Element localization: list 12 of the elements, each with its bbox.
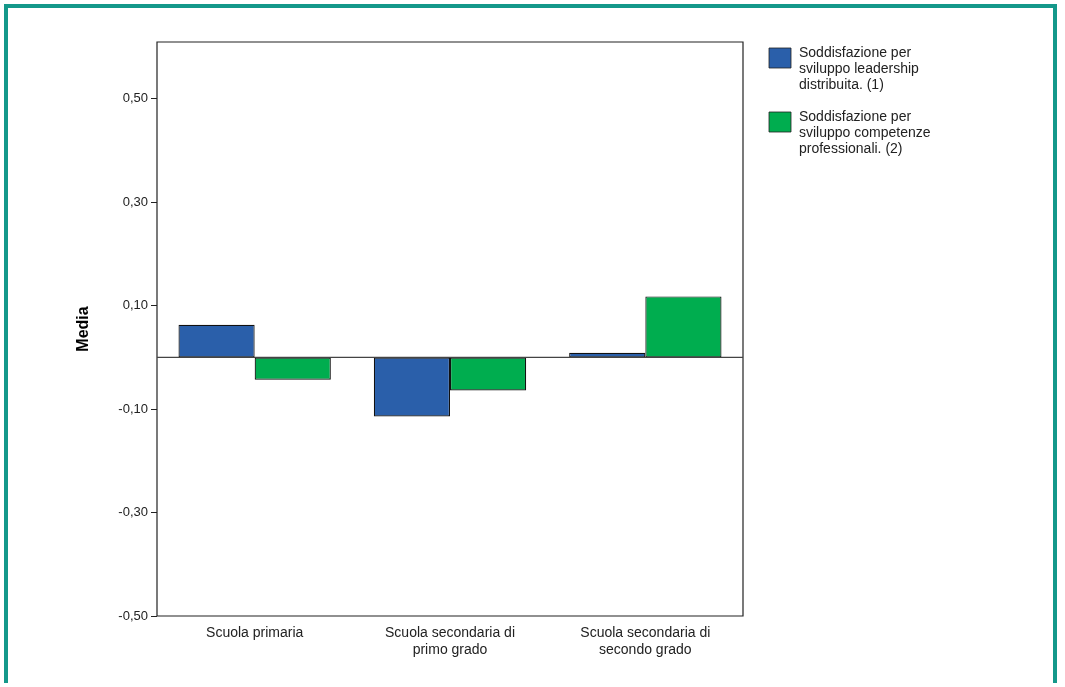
y-tick-label: -0,10 bbox=[118, 400, 148, 416]
legend-label: Soddisfazione per sviluppo leadership distribuita. (1) bbox=[799, 43, 920, 92]
y-tick-label: 0,30 bbox=[122, 193, 148, 209]
x-tick-label: Scuola secondaria di primo grado bbox=[385, 624, 515, 658]
y-tick-label: -0,30 bbox=[118, 504, 148, 520]
y-tick-label: -0,50 bbox=[118, 607, 148, 623]
y-tick-label: 0,10 bbox=[122, 297, 148, 313]
x-tick-label: Scuola secondaria di secondo grado bbox=[580, 624, 711, 658]
y-axis-title: Media bbox=[74, 306, 92, 352]
y-tick-label: 0,50 bbox=[122, 90, 148, 106]
legend-label: Soddisfazione per sviluppo competenze professionali. (2) bbox=[799, 107, 931, 156]
x-tick-label: Scuola primaria bbox=[206, 624, 304, 641]
